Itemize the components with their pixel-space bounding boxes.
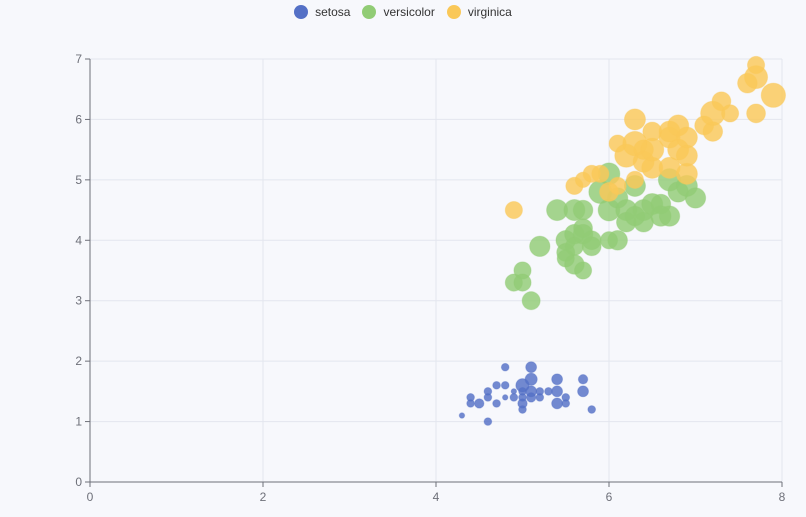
data-point-setosa	[587, 405, 597, 414]
legend-marker-setosa	[294, 5, 309, 19]
data-point-setosa	[577, 374, 589, 385]
y-tick-label: 3	[75, 294, 82, 308]
data-point-setosa	[525, 361, 538, 374]
data-point-virginica	[746, 55, 766, 75]
y-tick-label: 1	[75, 415, 82, 429]
data-point-virginica	[591, 164, 610, 183]
data-point-setosa	[510, 388, 518, 395]
data-point-virginica	[760, 82, 787, 108]
legend-item-versicolor[interactable]: versicolor	[362, 5, 435, 19]
data-point-setosa	[500, 362, 510, 372]
data-point-virginica	[746, 103, 766, 124]
data-point-setosa	[458, 412, 466, 419]
data-point-setosa	[501, 394, 509, 401]
data-point-virginica	[625, 170, 645, 189]
data-point-versicolor	[572, 199, 594, 221]
data-point-versicolor	[513, 273, 532, 292]
data-point-virginica	[675, 126, 698, 149]
data-point-setosa	[509, 393, 519, 402]
data-point-virginica	[504, 200, 523, 220]
data-point-setosa	[551, 385, 564, 398]
data-point-versicolor	[607, 229, 628, 251]
y-tick-label: 6	[75, 112, 82, 126]
data-point-setosa	[551, 397, 564, 410]
x-tick-label: 0	[87, 490, 94, 504]
data-point-setosa	[500, 380, 510, 390]
legend: setosa versicolor virginica	[0, 2, 806, 22]
data-point-setosa	[525, 385, 538, 398]
y-tick-label: 5	[75, 173, 82, 187]
legend-label-versicolor: versicolor	[383, 5, 435, 19]
data-point-setosa	[492, 380, 501, 390]
legend-label-setosa: setosa	[315, 5, 351, 19]
data-point-setosa	[544, 387, 553, 396]
y-tick-label: 0	[75, 475, 82, 489]
data-point-virginica	[720, 104, 740, 123]
y-tick-label: 2	[75, 354, 82, 368]
data-point-versicolor	[573, 261, 593, 280]
data-point-versicolor	[658, 205, 681, 227]
legend-label-virginica: virginica	[467, 5, 512, 19]
data-point-setosa	[474, 398, 485, 409]
data-point-setosa	[466, 393, 475, 402]
legend-marker-virginica	[446, 5, 461, 19]
x-tick-label: 4	[433, 490, 440, 504]
data-point-setosa	[483, 417, 493, 426]
x-tick-label: 6	[606, 490, 613, 504]
legend-item-virginica[interactable]: virginica	[446, 5, 512, 19]
data-point-versicolor	[684, 187, 707, 209]
data-point-setosa	[561, 393, 571, 402]
data-point-setosa	[483, 387, 493, 396]
y-tick-label: 4	[75, 233, 82, 247]
data-point-versicolor	[529, 235, 551, 258]
legend-marker-versicolor	[362, 5, 377, 19]
data-point-setosa	[577, 385, 589, 398]
data-point-setosa	[551, 373, 564, 386]
data-point-versicolor	[521, 291, 541, 311]
data-point-setosa	[492, 399, 501, 408]
x-tick-label: 2	[260, 490, 267, 504]
data-point-versicolor	[581, 236, 602, 257]
data-point-setosa	[535, 387, 545, 396]
data-point-setosa	[524, 372, 538, 386]
data-point-virginica	[608, 176, 627, 196]
x-tick-label: 8	[779, 490, 786, 504]
legend-item-setosa[interactable]: setosa	[294, 5, 350, 19]
y-tick-label: 7	[75, 52, 82, 66]
data-point-virginica	[623, 108, 646, 131]
